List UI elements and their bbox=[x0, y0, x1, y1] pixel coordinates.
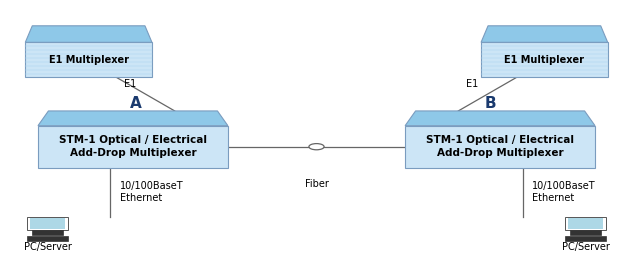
Text: E1 Multiplexer: E1 Multiplexer bbox=[49, 55, 128, 65]
FancyBboxPatch shape bbox=[405, 126, 595, 168]
Text: 10/100BaseT
Ethernet: 10/100BaseT Ethernet bbox=[120, 181, 184, 203]
Polygon shape bbox=[405, 111, 595, 126]
Text: E1: E1 bbox=[124, 79, 136, 89]
FancyBboxPatch shape bbox=[568, 218, 603, 229]
Text: E1: E1 bbox=[466, 79, 478, 89]
FancyBboxPatch shape bbox=[27, 217, 68, 230]
Text: Fiber: Fiber bbox=[304, 179, 329, 189]
FancyBboxPatch shape bbox=[27, 236, 68, 241]
Polygon shape bbox=[481, 26, 608, 42]
Text: A: A bbox=[130, 96, 142, 111]
Text: E1 Multiplexer: E1 Multiplexer bbox=[505, 55, 584, 65]
Polygon shape bbox=[38, 111, 228, 126]
Circle shape bbox=[309, 144, 324, 150]
FancyBboxPatch shape bbox=[565, 236, 606, 241]
Text: PC/Server: PC/Server bbox=[561, 241, 610, 252]
FancyBboxPatch shape bbox=[38, 126, 228, 168]
Text: B: B bbox=[485, 96, 496, 111]
Text: STM-1 Optical / Electrical
Add-Drop Multiplexer: STM-1 Optical / Electrical Add-Drop Mult… bbox=[426, 135, 574, 158]
FancyBboxPatch shape bbox=[30, 218, 65, 229]
FancyBboxPatch shape bbox=[570, 230, 601, 235]
FancyBboxPatch shape bbox=[25, 42, 152, 77]
FancyBboxPatch shape bbox=[481, 42, 608, 77]
Text: PC/Server: PC/Server bbox=[23, 241, 72, 252]
FancyBboxPatch shape bbox=[565, 217, 606, 230]
Polygon shape bbox=[25, 26, 152, 42]
Text: STM-1 Optical / Electrical
Add-Drop Multiplexer: STM-1 Optical / Electrical Add-Drop Mult… bbox=[59, 135, 207, 158]
Text: 10/100BaseT
Ethernet: 10/100BaseT Ethernet bbox=[532, 181, 596, 203]
FancyBboxPatch shape bbox=[32, 230, 63, 235]
